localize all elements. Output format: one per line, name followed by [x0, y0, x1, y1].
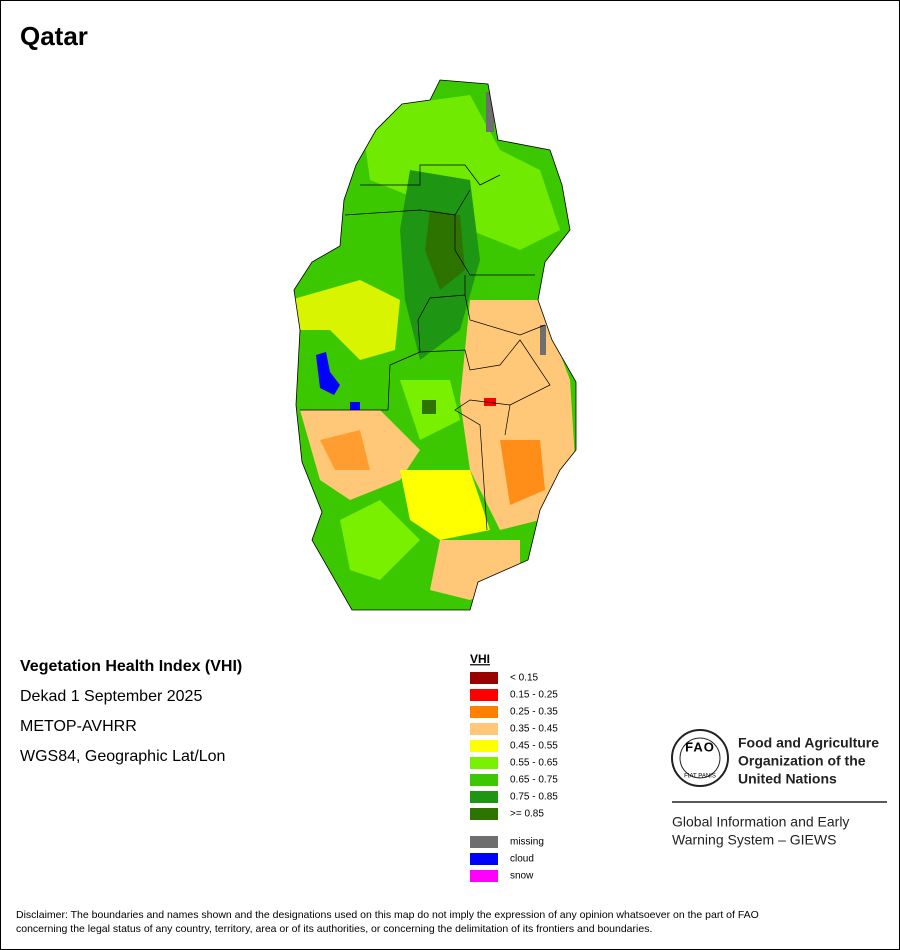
legend-swatch: [470, 757, 498, 769]
legend-swatch: [470, 774, 498, 786]
legend-label: 0.15 - 0.25: [510, 690, 558, 701]
system-name: Warning System – GIEWS: [672, 832, 836, 848]
legend-swatch: [470, 672, 498, 684]
org-name: Organization of the: [738, 753, 866, 769]
info-line: Dekad 1 September 2025: [20, 688, 202, 705]
org-name: United Nations: [738, 771, 837, 787]
legend-label: cloud: [510, 854, 534, 865]
legend-label: 0.35 - 0.45: [510, 724, 558, 735]
legend-label: 0.65 - 0.75: [510, 775, 558, 786]
legend-swatch: [470, 706, 498, 718]
legend-label: < 0.15: [510, 673, 539, 684]
legend-swatch: [470, 723, 498, 735]
legend: < 0.15 0.15 - 0.25 0.25 - 0.35 0.35 - 0.45 0…: [470, 672, 558, 882]
map-raster: [293, 79, 577, 611]
legend-title: VHI: [470, 652, 490, 666]
legend-swatch: [470, 808, 498, 820]
legend-swatch: [470, 853, 498, 865]
system-name: Global Information and Early: [672, 814, 849, 830]
disclaimer: Disclaimer: The boundaries and names sho…: [16, 909, 759, 921]
legend-label: 0.25 - 0.35: [510, 707, 558, 718]
legend-label: 0.75 - 0.85: [510, 792, 558, 803]
logo-letters: FAO: [685, 739, 715, 754]
fao-logo: FAO FIAT PANIS Food and Agriculture Orga…: [671, 729, 887, 848]
legend-label: missing: [510, 837, 544, 848]
info-title: Vegetation Health Index (VHI): [20, 658, 242, 675]
info-line: METOP-AVHRR: [20, 718, 137, 735]
disclaimer: concerning the legal status of any count…: [16, 923, 652, 935]
legend-swatch: [470, 689, 498, 701]
legend-swatch: [470, 836, 498, 848]
map-title: Qatar: [20, 21, 88, 51]
legend-label: >= 0.85: [510, 809, 544, 820]
legend-swatch: [470, 740, 498, 752]
legend-swatch: [470, 791, 498, 803]
legend-label: 0.55 - 0.65: [510, 758, 558, 769]
legend-label: 0.45 - 0.55: [510, 741, 558, 752]
legend-swatch: [470, 870, 498, 882]
legend-label: snow: [510, 871, 534, 882]
org-name: Food and Agriculture: [738, 735, 879, 751]
logo-motto: FIAT PANIS: [684, 774, 716, 780]
info-line: WGS84, Geographic Lat/Lon: [20, 748, 225, 765]
